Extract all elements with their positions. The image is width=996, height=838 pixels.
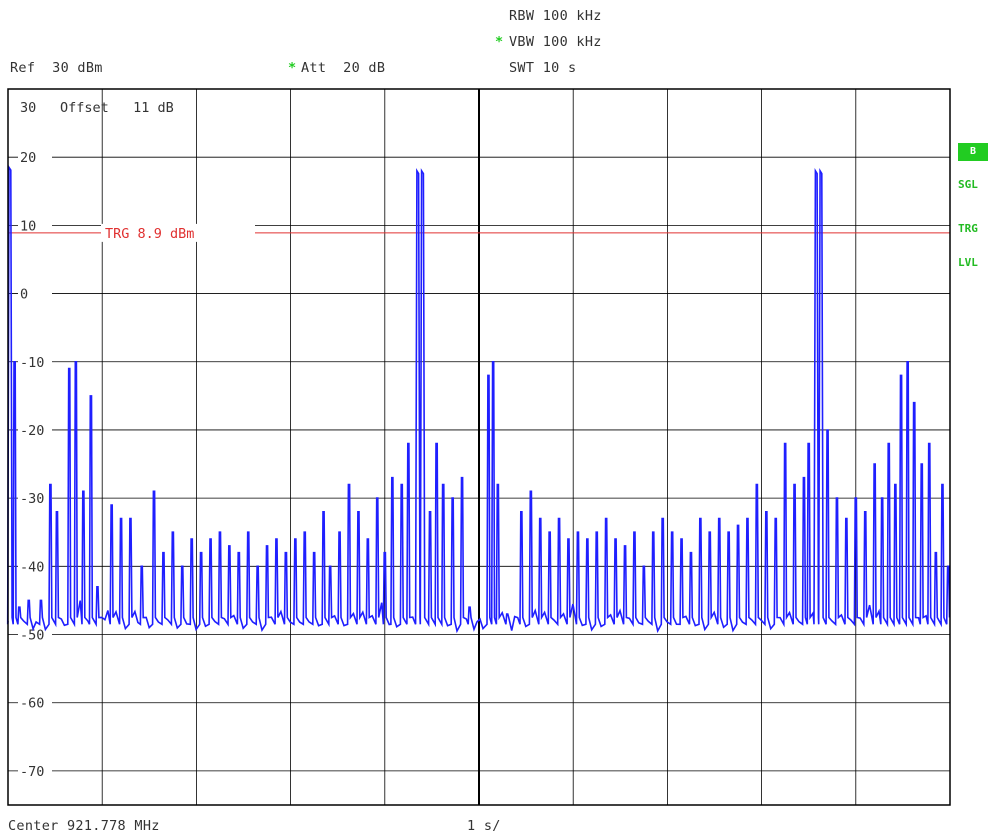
tick-label-background <box>18 626 52 643</box>
ref-level-readout: Ref 30 dBm <box>10 60 103 76</box>
sweep-time-readout: SWT 10 s <box>509 60 577 76</box>
y-tick-label: 20 <box>20 150 36 166</box>
vbw-readout: VBW 100 kHz <box>509 34 602 50</box>
y-tick-label: -40 <box>20 559 44 575</box>
att-coupling-marker: * <box>288 60 297 76</box>
sgl-indicator: SGL <box>958 178 978 191</box>
tick-label-background <box>18 421 52 438</box>
y-tick-label: -30 <box>20 491 44 507</box>
grid <box>8 89 950 805</box>
tick-label-background <box>18 762 52 779</box>
y-tick-labels: 30 20 10 0 -10 -20 -30 -40 -50 -60 -70 <box>18 100 52 780</box>
y-tick-label: 10 <box>20 218 36 234</box>
tick-label-background <box>18 694 52 711</box>
plot-frame <box>7 88 951 806</box>
time-per-division: 1 s/ <box>467 818 501 834</box>
tick-label-background <box>18 353 52 370</box>
trace-b-badge: B <box>958 143 988 161</box>
tick-label-background <box>18 490 52 507</box>
tick-label-background <box>18 217 52 234</box>
lvl-indicator: LVL <box>958 256 978 269</box>
y-tick-label: -70 <box>20 764 44 780</box>
trg-indicator: TRG <box>958 222 978 235</box>
tick-label-background <box>18 285 52 302</box>
y-tick-label: 30 <box>20 100 36 116</box>
y-tick-label: -10 <box>20 355 44 371</box>
y-tick-label: -20 <box>20 423 44 439</box>
vbw-coupling-marker: * <box>495 34 504 50</box>
trigger-label: TRG 8.9 dBm <box>105 226 194 242</box>
rbw-readout: RBW 100 kHz <box>509 8 602 24</box>
spectrum-trace <box>6 164 951 634</box>
trigger-label-background <box>101 223 255 242</box>
offset-label: Offset 11 dB <box>60 100 174 116</box>
y-tick-label: -60 <box>20 696 44 712</box>
tick-label-background <box>18 558 52 575</box>
center-frequency: Center 921.778 MHz <box>8 818 160 834</box>
y-tick-label: 0 <box>20 287 28 303</box>
attenuation-readout: Att 20 dB <box>301 60 386 76</box>
y-tick-label: -50 <box>20 628 44 644</box>
tick-label-background <box>18 149 52 166</box>
